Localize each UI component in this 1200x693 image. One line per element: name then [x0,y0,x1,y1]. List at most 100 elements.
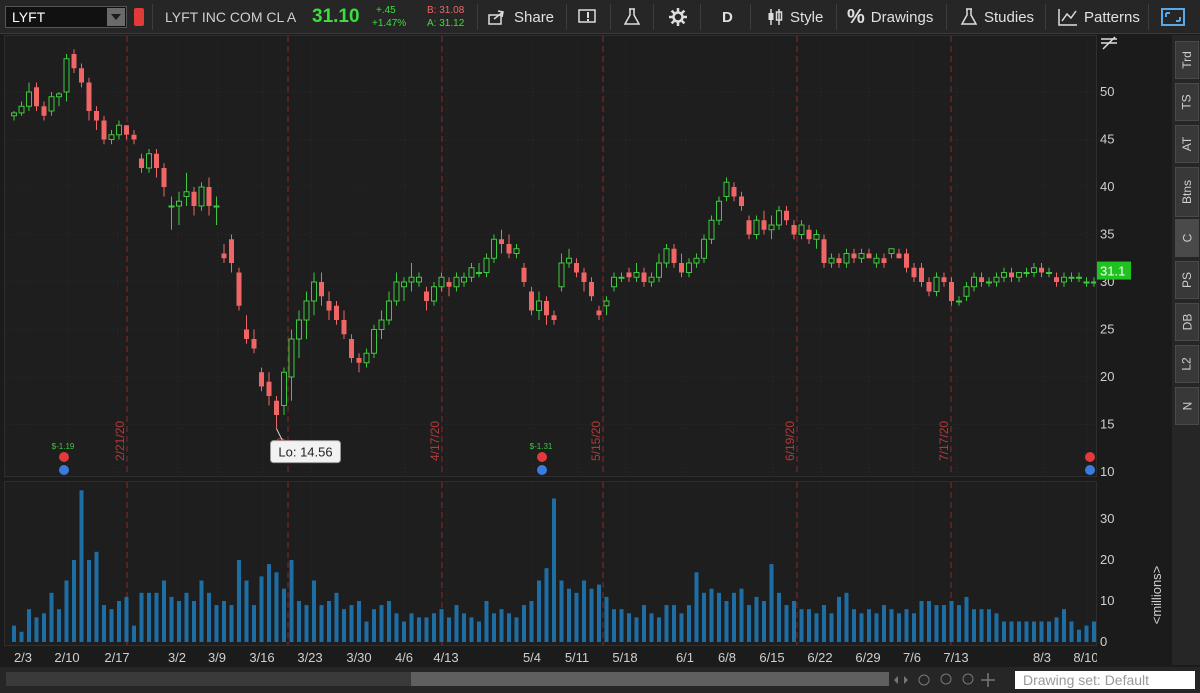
patterns-icon [1058,9,1077,26]
scrollbar-thumb[interactable] [411,672,889,686]
ask-price: A: 31.12 [427,18,465,29]
candle-body [566,257,572,264]
time-tick-label: 5/18 [612,650,637,665]
candle-body [183,191,190,197]
candle-body [1061,276,1067,283]
tab-c[interactable]: C [1175,219,1199,257]
candle-body [356,358,362,363]
candle-body [986,281,992,284]
candle-body [1009,272,1014,278]
tab-trd[interactable]: Trd [1175,41,1199,79]
time-tick-label: 3/9 [208,650,226,665]
tab-ts[interactable]: TS [1175,83,1199,121]
candle-body [108,134,115,140]
tab-btns[interactable]: Btns [1175,167,1199,217]
patterns-label: Patterns [1084,8,1140,26]
volume-bar [1009,621,1014,642]
symbol-selector[interactable]: LYFT [5,6,127,28]
patterns-button[interactable]: Patterns [1058,0,1140,34]
candle-body [349,339,354,358]
candle-body [18,105,25,114]
chevron-down-icon[interactable] [107,8,125,26]
volume-bar [447,617,451,642]
volume-bar [679,613,684,642]
drawing-set-selector[interactable]: Drawing set: Default [1015,671,1195,689]
horizontal-scrollbar[interactable] [6,672,889,686]
volume-bar [604,596,609,642]
tab-n[interactable]: N [1175,387,1199,425]
symbol-input[interactable]: LYFT [12,9,46,25]
time-tick-label: 4/13 [433,650,458,665]
candle-body [761,220,767,230]
price-tick-label: 20 [1100,369,1114,384]
volume-bar [34,617,39,642]
tab-l2[interactable]: L2 [1175,345,1199,383]
candle-body [1068,276,1075,279]
volume-bar [507,613,511,642]
style-button[interactable]: Style [766,0,823,34]
price-tick-label: 10 [1100,464,1114,479]
volume-bar [927,601,931,642]
studies-button[interactable]: Studies [960,0,1034,34]
aggregation-selector[interactable]: D [722,8,733,26]
time-tick-label: 6/15 [759,650,784,665]
candle-body [641,272,647,282]
volume-bar [372,609,376,642]
time-tick-label: 8/10 [1073,650,1097,665]
current-price-label: 31.1 [1100,264,1125,279]
volume-bar [1069,621,1074,642]
volume-bar [897,613,901,642]
volume-bar [117,601,121,642]
price-axis[interactable]: 50 45 40 35 30 25 20 15 10 31.1 30 20 10 0 <millions> [1097,35,1169,647]
volume-bar [702,592,706,642]
candle-body [963,286,970,297]
share-label: Share [514,8,555,26]
volume-bar [994,613,999,642]
candle-body [701,238,707,259]
price-chart-svg[interactable]: 2/21/203/204/17/205/15/206/19/207/17/20L… [5,36,1096,476]
volume-bar [154,592,159,642]
candle-body [63,58,70,93]
time-tick-label: 7/6 [903,650,921,665]
candle-body [1023,272,1030,274]
volume-bar [1032,621,1036,642]
tab-db[interactable]: DB [1175,303,1199,341]
candle-body [191,191,197,206]
share-button[interactable]: Share [488,0,554,34]
volume-bar [919,601,924,642]
candle-body [476,272,482,274]
candle-body [1039,267,1044,273]
time-tick-label: 2/17 [104,650,129,665]
current-price-tag [1097,261,1131,280]
earnings-icon [537,452,547,462]
volume-chart-svg[interactable] [5,482,1096,645]
volume-bar [304,605,309,642]
volume-bar [814,613,819,642]
volume-bar [169,596,174,642]
candle-body [221,253,227,259]
notes-button[interactable] [578,0,598,34]
volume-bar [1077,629,1081,642]
volume-bar [1092,621,1096,642]
price-tick-label: 35 [1100,227,1114,242]
price-chart[interactable]: 2/21/203/204/17/205/15/206/19/207/17/20L… [4,35,1097,477]
candle-body [11,112,17,117]
studies-label: Studies [984,8,1035,26]
candle-body [828,257,835,264]
drawings-button[interactable]: % Drawings [847,0,933,34]
studies-lab-button[interactable] [623,0,641,34]
volume-bar [957,605,961,642]
candle-body [56,93,62,98]
candle-body [919,267,924,282]
alert-icon[interactable] [134,8,144,26]
tab-at[interactable]: AT [1175,125,1199,163]
volume-bar [94,551,99,642]
scroll-controls[interactable] [888,667,1008,693]
settings-button[interactable] [669,0,687,34]
time-axis[interactable]: 2/3 2/10 2/17 3/2 3/9 3/16 3/23 3/30 4/6 4/13 5/4 5… [4,647,1097,667]
tab-ps[interactable]: PS [1175,261,1199,299]
maximize-button[interactable] [1156,0,1190,34]
volume-chart[interactable] [4,481,1097,646]
volume-bar [409,613,414,642]
